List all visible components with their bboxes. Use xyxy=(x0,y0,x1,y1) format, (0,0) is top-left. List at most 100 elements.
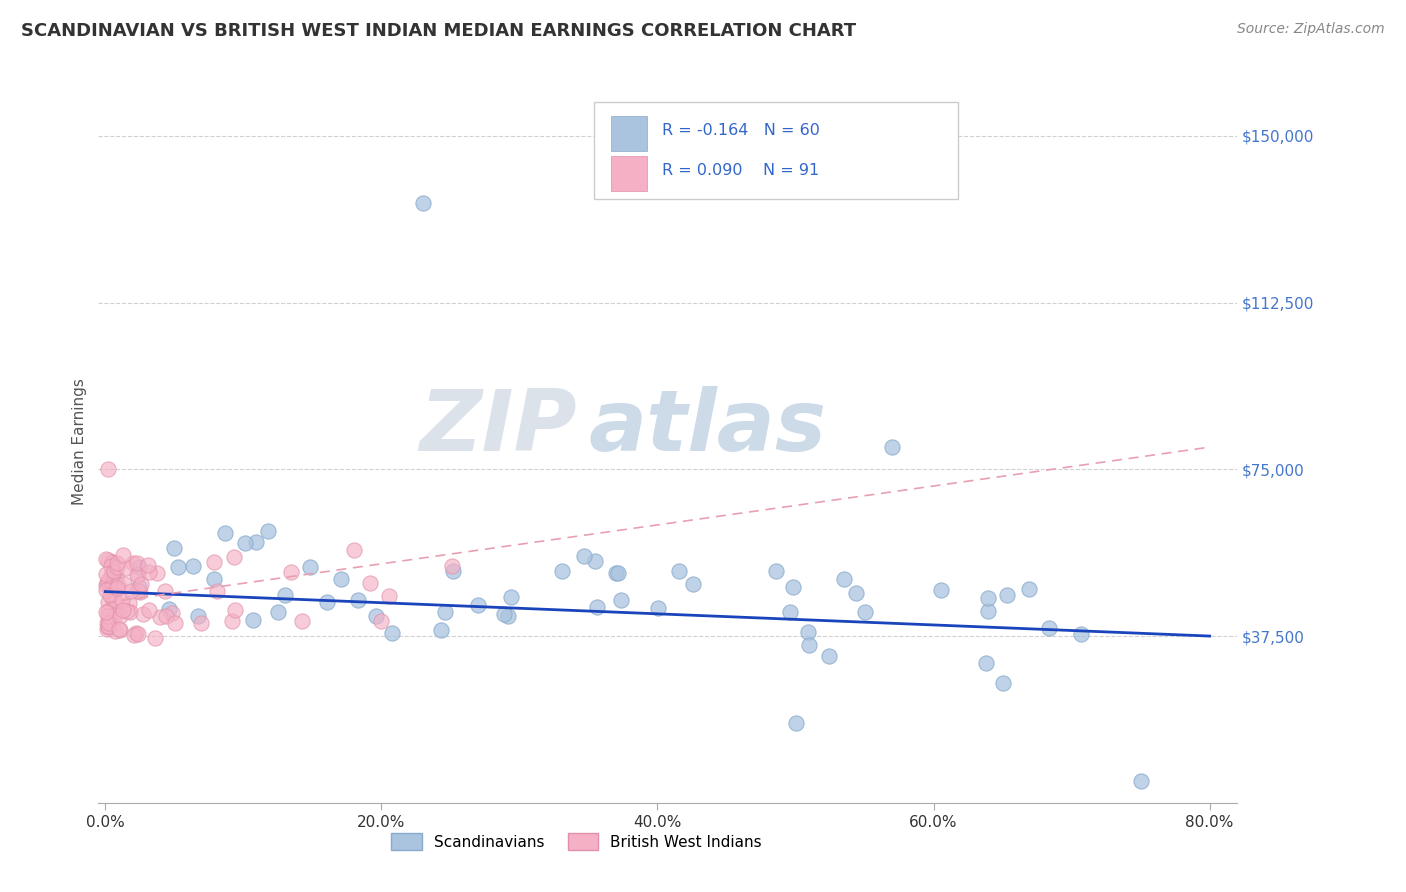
Point xyxy=(105,559,128,574)
Point xyxy=(127,584,149,599)
Point xyxy=(647,601,669,615)
Point xyxy=(551,564,574,578)
Point xyxy=(125,567,148,582)
Point xyxy=(97,462,120,476)
Point xyxy=(103,579,125,593)
Point xyxy=(94,577,117,591)
Point xyxy=(128,585,150,599)
Point xyxy=(1070,627,1092,641)
Text: Source: ZipAtlas.com: Source: ZipAtlas.com xyxy=(1237,22,1385,37)
Point xyxy=(995,588,1018,602)
Point xyxy=(96,615,118,630)
Point xyxy=(111,548,134,562)
Point xyxy=(108,623,131,637)
Text: atlas: atlas xyxy=(588,385,827,468)
Point xyxy=(112,576,135,591)
Point xyxy=(97,573,120,587)
Point xyxy=(834,572,856,586)
Point xyxy=(441,559,464,574)
Text: R = 0.090    N = 91: R = 0.090 N = 91 xyxy=(662,163,820,178)
Point xyxy=(370,615,392,629)
Point xyxy=(797,625,820,640)
Point xyxy=(146,566,169,580)
Point xyxy=(682,577,704,591)
Point xyxy=(128,580,150,594)
Point xyxy=(1129,773,1152,788)
Point xyxy=(190,615,212,630)
Point xyxy=(132,607,155,621)
Point xyxy=(103,564,125,578)
Point xyxy=(298,560,321,574)
Point xyxy=(96,567,118,582)
Point xyxy=(111,603,134,617)
Point xyxy=(124,628,146,642)
Point xyxy=(96,582,118,597)
Point xyxy=(274,588,297,602)
Point xyxy=(104,608,127,623)
Point xyxy=(433,605,456,619)
Point xyxy=(412,195,434,210)
Point xyxy=(101,555,124,569)
Point xyxy=(1038,621,1060,635)
Point xyxy=(136,558,159,573)
Point xyxy=(105,581,128,595)
Point xyxy=(574,549,596,563)
Point xyxy=(818,649,841,664)
Point xyxy=(103,591,125,606)
Point xyxy=(1018,582,1040,596)
Point xyxy=(359,576,381,591)
Point xyxy=(138,565,160,579)
Point xyxy=(163,541,186,555)
Point xyxy=(202,572,225,586)
Point xyxy=(496,608,519,623)
Point xyxy=(233,535,256,549)
Point xyxy=(96,576,118,591)
Point xyxy=(222,549,245,564)
Point xyxy=(97,619,120,633)
Point xyxy=(108,609,131,624)
Y-axis label: Median Earnings: Median Earnings xyxy=(72,378,87,505)
Point xyxy=(330,572,353,586)
Point xyxy=(101,575,124,590)
Point xyxy=(181,558,204,573)
Point xyxy=(381,626,404,640)
Point xyxy=(98,582,121,596)
Point xyxy=(103,582,125,596)
Point xyxy=(467,598,489,612)
Point xyxy=(583,554,606,568)
Point xyxy=(121,556,143,570)
Point xyxy=(128,560,150,574)
Point xyxy=(97,595,120,609)
Point xyxy=(115,560,138,574)
Point xyxy=(125,626,148,640)
Point xyxy=(118,596,141,610)
Point xyxy=(245,535,267,549)
Point xyxy=(155,609,177,624)
Point xyxy=(214,525,236,540)
Point xyxy=(765,564,787,578)
Point xyxy=(100,565,122,579)
Point xyxy=(104,593,127,607)
Point xyxy=(115,604,138,618)
Point xyxy=(103,565,125,579)
Point xyxy=(162,606,184,620)
Point xyxy=(97,553,120,567)
Point xyxy=(976,604,998,618)
Point xyxy=(607,566,630,580)
Point xyxy=(605,566,627,581)
Point xyxy=(120,605,142,619)
Point xyxy=(143,631,166,645)
Point xyxy=(853,605,876,619)
Point xyxy=(97,615,120,630)
Point xyxy=(96,622,118,636)
Point xyxy=(100,579,122,593)
Point xyxy=(96,552,118,566)
Legend: Scandinavians, British West Indians: Scandinavians, British West Indians xyxy=(385,827,768,856)
Point xyxy=(104,624,127,638)
Point xyxy=(364,609,387,624)
Point xyxy=(343,543,366,558)
Point xyxy=(845,586,868,600)
Point xyxy=(610,593,633,607)
Point xyxy=(280,565,302,579)
Point xyxy=(991,675,1014,690)
